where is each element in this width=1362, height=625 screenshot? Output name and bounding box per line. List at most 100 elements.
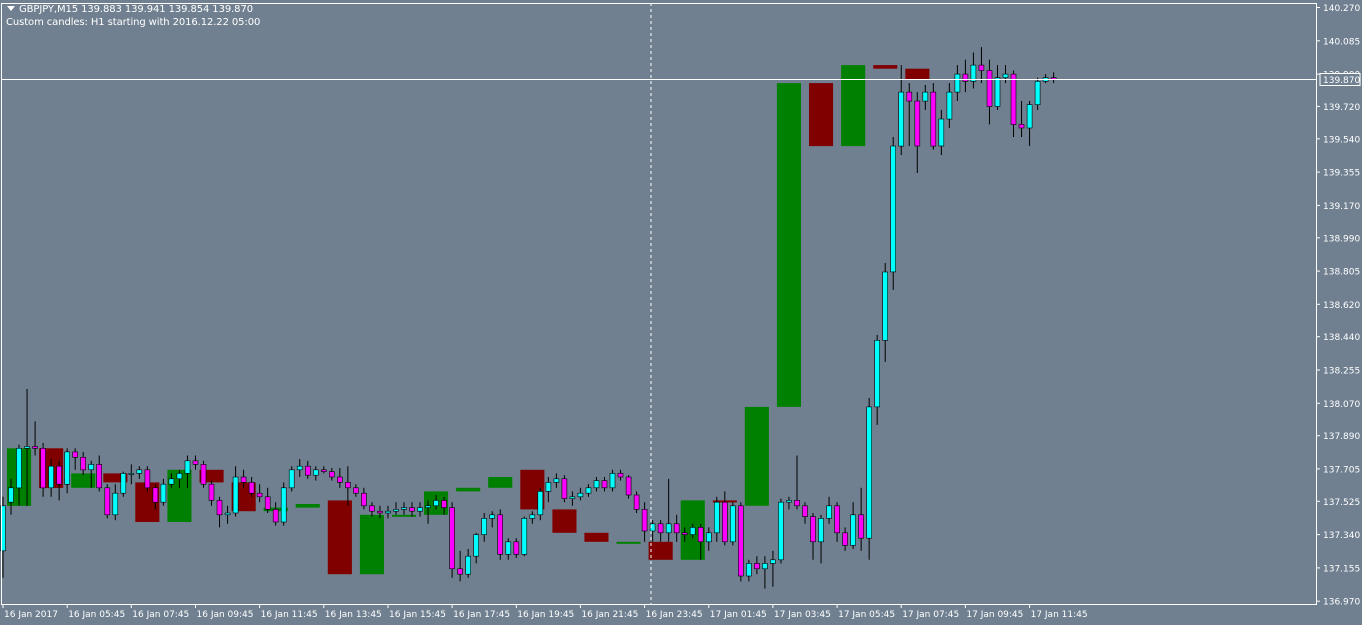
m15-candle	[280, 482, 287, 526]
m15-candle	[1050, 72, 1057, 84]
candle-body	[304, 465, 311, 476]
m15-candle	[970, 52, 977, 89]
m15-candle	[521, 516, 528, 557]
y-tick-label: 138.620	[1323, 301, 1360, 311]
m15-candle	[577, 487, 584, 501]
m15-candle	[32, 421, 38, 456]
y-tick-label: 139.540	[1323, 135, 1360, 145]
m15-candle	[802, 502, 808, 524]
m15-candle	[144, 466, 151, 492]
y-tick-label: 137.155	[1323, 564, 1360, 574]
candle-body	[513, 541, 520, 555]
candle-body	[938, 118, 945, 147]
candle-body	[994, 77, 1001, 107]
candle-body	[1002, 73, 1009, 78]
m15-candle	[1010, 70, 1017, 137]
m15-candle	[705, 527, 712, 551]
candle-body	[208, 483, 215, 501]
m15-candle	[8, 478, 14, 515]
candle-body	[336, 476, 343, 483]
m15-candle	[393, 502, 399, 515]
candle-body	[505, 541, 512, 555]
axis-layer: 140.270140.085139.900139.720139.540139.3…	[1, 3, 1361, 620]
candle-body	[409, 507, 415, 512]
y-tick-label: 137.705	[1323, 465, 1360, 475]
candle-body	[545, 482, 552, 492]
m15-candle	[858, 487, 864, 551]
m15-candle-layer	[0, 47, 1057, 589]
h1-candle-body	[488, 477, 513, 488]
m15-candle	[304, 460, 311, 479]
candle-body	[713, 501, 720, 534]
candle-body	[641, 509, 648, 532]
m15-candle	[489, 511, 496, 528]
candle-body	[978, 64, 985, 71]
candle-body	[890, 145, 897, 273]
candle-body	[922, 91, 929, 102]
x-tick-label: 17 Jan 05:45	[838, 610, 895, 620]
m15-candle	[353, 484, 359, 497]
h1-candle-body	[584, 532, 609, 542]
candle-body	[232, 476, 239, 514]
candle-body	[441, 500, 447, 508]
candle-body	[689, 527, 696, 535]
candle-body	[48, 465, 54, 489]
x-tick-label: 16 Jan 2017	[4, 610, 58, 620]
m15-candle	[986, 59, 993, 125]
m15-candle	[810, 513, 816, 560]
candle-body	[858, 514, 864, 539]
y-tick-label: 137.890	[1323, 432, 1360, 442]
y-tick-label: 139.720	[1323, 103, 1360, 113]
candle-body	[962, 73, 969, 82]
candle-body	[369, 505, 375, 512]
candle-body	[168, 478, 175, 485]
candle-body	[320, 469, 327, 472]
y-tick-label: 140.085	[1323, 37, 1360, 47]
candle-body	[954, 73, 961, 93]
candle-body	[649, 523, 656, 532]
m15-candle	[978, 47, 985, 84]
m15-candle	[88, 460, 94, 488]
candle-body	[970, 64, 977, 82]
y-tick-label: 140.270	[1323, 4, 1360, 14]
m15-candle	[609, 469, 616, 492]
candle-body	[120, 473, 127, 494]
candle-body	[136, 469, 143, 474]
candle-body	[794, 500, 800, 507]
m15-candle	[818, 514, 824, 564]
candle-body	[176, 473, 183, 480]
m15-candle	[441, 496, 447, 515]
m15-candle	[713, 496, 720, 542]
m15-candle	[457, 550, 463, 582]
candle-body	[296, 465, 303, 471]
m15-candle	[505, 538, 512, 560]
candle-body	[898, 91, 905, 147]
candle-body	[96, 464, 102, 489]
x-tick-label: 17 Jan 03:45	[774, 610, 831, 620]
m15-candle	[1026, 101, 1033, 146]
candle-body	[32, 446, 38, 449]
m15-candle	[746, 559, 752, 582]
candle-body	[192, 460, 199, 465]
candle-body	[609, 473, 616, 489]
collapse-triangle-icon[interactable]	[7, 6, 15, 11]
candle-body	[810, 516, 816, 543]
m15-candle	[465, 549, 472, 578]
m15-candle	[369, 502, 375, 517]
candle-body	[433, 500, 439, 507]
m15-candle	[256, 484, 263, 503]
candle-body	[1026, 104, 1033, 129]
candle-body	[529, 514, 536, 519]
m15-candle	[930, 83, 937, 150]
m15-candle	[1042, 74, 1049, 84]
m15-candle	[120, 471, 127, 497]
candle-body	[802, 505, 808, 517]
m15-candle	[336, 468, 343, 488]
y-tick-label: 138.070	[1323, 400, 1360, 410]
x-tick-label: 17 Jan 01:45	[710, 610, 767, 620]
m15-candle	[834, 502, 840, 542]
candle-body	[216, 500, 223, 516]
m15-candle	[64, 448, 70, 494]
